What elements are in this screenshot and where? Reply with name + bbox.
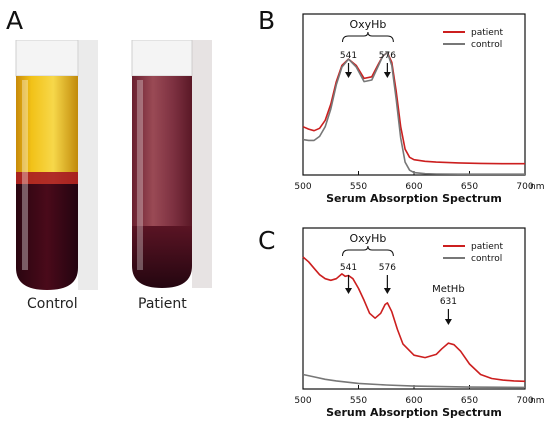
chart-b-oxyhb-bracket	[342, 31, 394, 43]
chart-b-legend-control-label: control	[471, 40, 502, 50]
chart-b-legend-patient-label: patient	[471, 28, 503, 38]
chart-b-oxyhb-label: OxyHb	[349, 18, 386, 31]
chart-c-oxyhb-bracket	[342, 245, 394, 257]
chart-c-plot-frame	[302, 227, 526, 390]
chart-c-series-patient-line	[302, 256, 526, 383]
chart-c-arrow-576-head	[383, 288, 391, 294]
panel-c-letter: C	[258, 226, 276, 255]
chart-c-annotation-541: 541	[340, 263, 357, 273]
panel-a-letter: A	[6, 6, 24, 35]
chart-b-x-tick-label: 600	[405, 182, 422, 192]
chart-c-arrow-541-head	[345, 288, 353, 294]
chart-c-x-tick-label: 600	[405, 396, 422, 406]
chart-c-annotation-631: 631	[440, 297, 457, 307]
tube-photo	[15, 40, 212, 290]
chart-b-annotation-576: 576	[379, 51, 396, 61]
chart-b-annotation-541: 541	[340, 51, 357, 61]
chart-c-oxyhb-label: OxyHb	[349, 232, 386, 245]
chart-c-annotation-methb: MetHb	[432, 284, 465, 295]
control-tube-label: Control	[27, 296, 78, 312]
chart-b-plot-frame	[302, 13, 526, 176]
chart-b-x-tick-label: 550	[350, 182, 367, 192]
chart-c-x-axis-label: Serum Absorption Spectrum	[326, 406, 502, 419]
panel-b-letter: B	[258, 6, 276, 35]
chart-c-x-unit-label: nm	[530, 396, 544, 406]
chart-b-x-axis-label: Serum Absorption Spectrum	[326, 192, 502, 205]
control-tube	[15, 40, 98, 290]
chart-b-x-tick-label: 650	[461, 182, 478, 192]
chart-b-series-patient-line	[302, 51, 525, 165]
chart-b-x-tick-label: 700	[516, 182, 533, 192]
chart-b-arrow-576-head	[383, 72, 391, 78]
chart-c-x-tick-label: 500	[294, 396, 311, 406]
chart-b-x-unit-label: nm	[530, 182, 544, 192]
chart-c-x-tick-label: 700	[516, 396, 533, 406]
chart-c-series-control-line	[302, 373, 526, 389]
chart-b-arrow-541-head	[345, 72, 353, 78]
chart-c-x-tick-label: 550	[350, 396, 367, 406]
chart-c-arrow-631-head	[444, 319, 452, 325]
chart-c-x-tick-label: 650	[461, 396, 478, 406]
chart-c-legend-patient-label: patient	[471, 242, 503, 252]
patient-tube	[131, 40, 212, 288]
chart-b-series-control-line	[302, 51, 525, 175]
chart-c-legend-control-label: control	[471, 254, 502, 264]
chart-c-annotation-576: 576	[379, 263, 396, 273]
chart-b-x-tick-label: 500	[294, 182, 311, 192]
patient-tube-label: Patient	[138, 296, 187, 312]
